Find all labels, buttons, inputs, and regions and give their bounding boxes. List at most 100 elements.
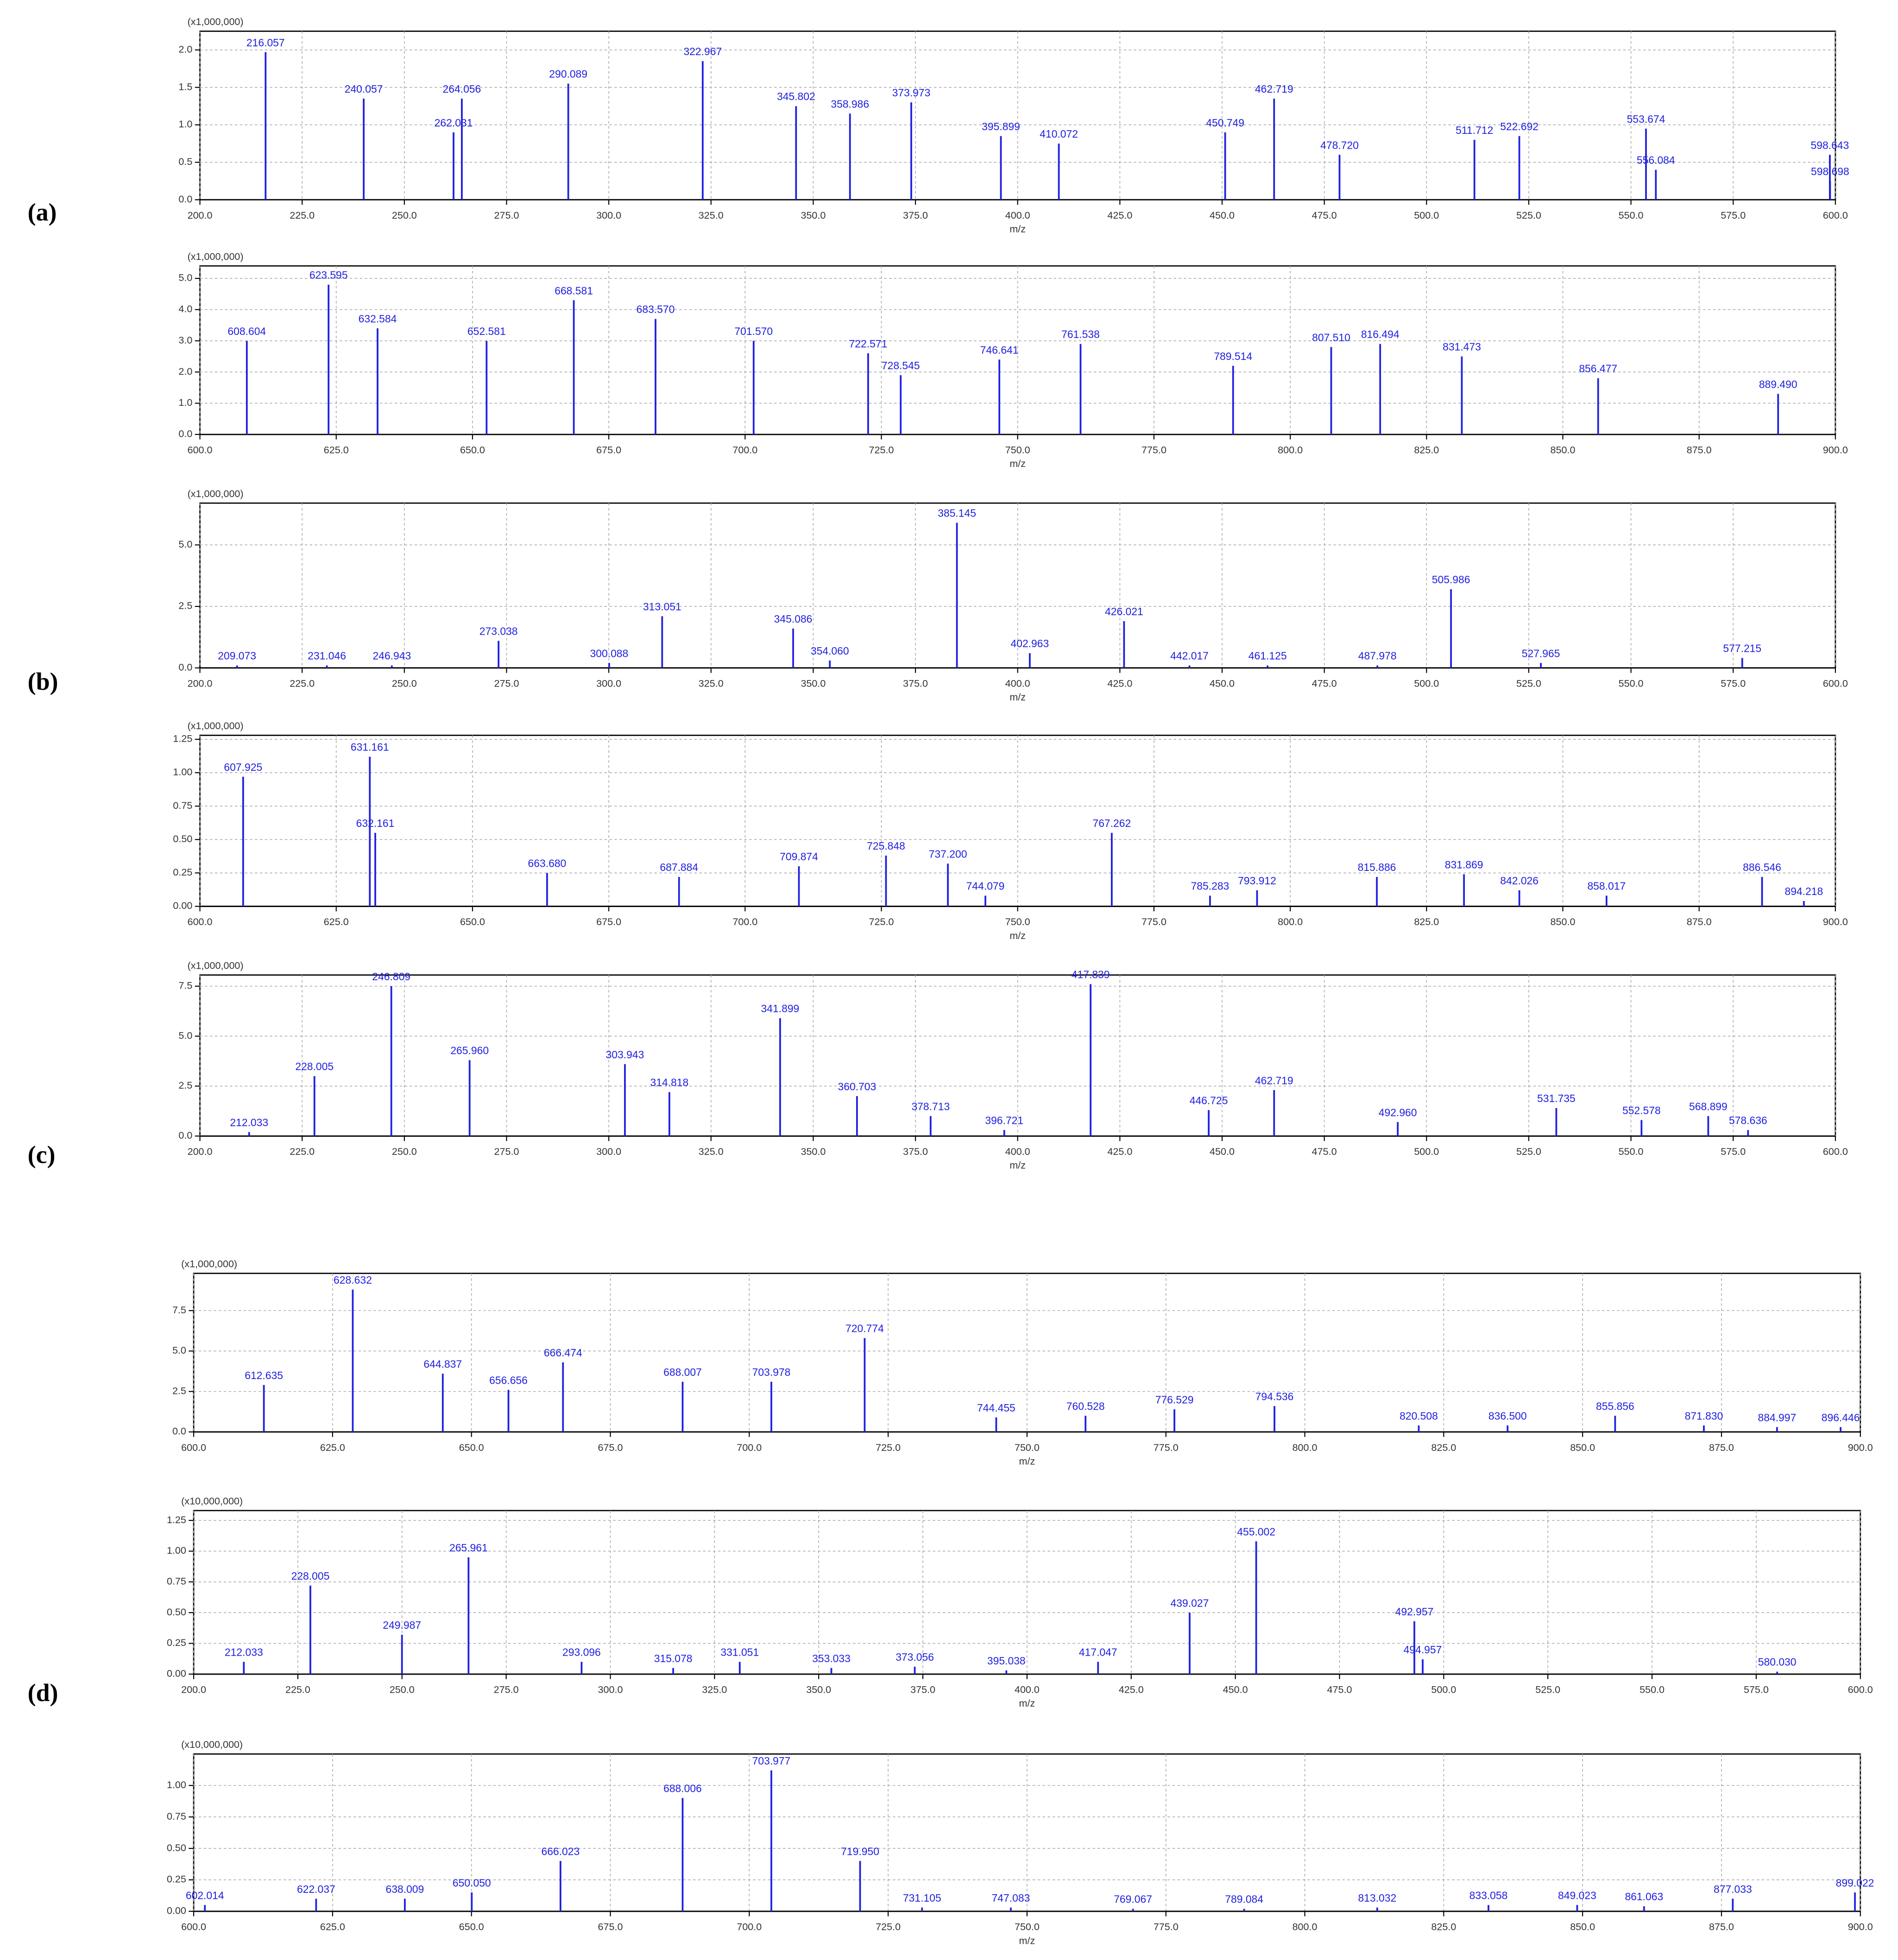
x-tick-label: 900.0 [1848, 1442, 1873, 1453]
peak-label: 737.200 [929, 848, 967, 860]
x-tick-label: 500.0 [1414, 209, 1439, 221]
peak-label: 240.057 [345, 83, 383, 95]
x-tick-label: 775.0 [1154, 1921, 1179, 1933]
x-tick-label: 575.0 [1721, 1146, 1746, 1157]
y-multiplier: (x1,000,000) [181, 1258, 237, 1270]
peak-label: 313.051 [643, 600, 681, 612]
peak-label: 709.874 [780, 851, 818, 863]
peak-label: 417.839 [1072, 969, 1110, 981]
peak-label: 831.473 [1443, 341, 1481, 353]
peak-label: 820.508 [1400, 1410, 1438, 1422]
peak-label: 568.899 [1689, 1100, 1728, 1112]
peak-label: 769.067 [1114, 1893, 1152, 1905]
peak-label: 322.967 [683, 45, 722, 57]
x-axis-label: m/z [1009, 458, 1026, 469]
y-multiplier: (x1,000,000) [188, 251, 244, 262]
peak-label: 373.056 [895, 1651, 934, 1663]
peak-label: 666.474 [544, 1347, 582, 1359]
peak-label: 631.161 [351, 741, 389, 753]
x-tick-label: 850.0 [1570, 1921, 1595, 1933]
x-tick-label: 200.0 [188, 209, 213, 221]
y-tick-label: 0.0 [178, 193, 192, 205]
x-tick-label: 650.0 [459, 1921, 484, 1933]
y-multiplier: (x1,000,000) [188, 720, 244, 731]
peak-label: 395.899 [982, 120, 1020, 132]
peak-label: 789.514 [1214, 350, 1252, 362]
y-multiplier: (x1,000,000) [188, 960, 244, 971]
x-tick-label: 450.0 [1210, 677, 1235, 689]
x-tick-label: 600.0 [181, 1442, 206, 1453]
x-tick-label: 675.0 [596, 916, 621, 927]
peak-label: 652.581 [467, 325, 506, 337]
panel-label: (a) [28, 198, 57, 226]
peak-label: 426.021 [1105, 605, 1143, 618]
peak-label: 688.007 [663, 1366, 702, 1378]
x-tick-label: 250.0 [392, 677, 417, 689]
peak-label: 612.635 [245, 1369, 283, 1381]
x-tick-label: 750.0 [1005, 444, 1030, 456]
x-tick-label: 200.0 [188, 677, 213, 689]
x-tick-label: 675.0 [598, 1442, 623, 1453]
peak-label: 462.719 [1255, 1074, 1293, 1086]
y-tick-label: 0.00 [167, 1668, 186, 1679]
x-tick-label: 600.0 [188, 916, 213, 927]
peak-label: 856.477 [1579, 363, 1617, 375]
peak-label: 455.002 [1237, 1525, 1275, 1538]
peak-label: 315.078 [654, 1652, 693, 1664]
peak-label: 793.912 [1238, 875, 1276, 887]
x-tick-label: 800.0 [1293, 1442, 1318, 1453]
peak-label: 668.581 [555, 284, 593, 296]
x-tick-label: 875.0 [1709, 1442, 1734, 1453]
peak-label: 886.546 [1743, 861, 1781, 873]
x-tick-label: 475.0 [1312, 677, 1337, 689]
x-tick-label: 500.0 [1431, 1684, 1456, 1695]
x-tick-label: 350.0 [801, 209, 826, 221]
x-tick-label: 525.0 [1516, 1146, 1541, 1157]
y-tick-label: 5.0 [178, 538, 192, 550]
peak-label: 246.809 [372, 971, 410, 983]
x-tick-label: 600.0 [1823, 1146, 1848, 1157]
x-tick-label: 225.0 [290, 209, 315, 221]
peak-label: 345.802 [777, 90, 815, 102]
x-tick-label: 275.0 [494, 677, 519, 689]
x-tick-label: 575.0 [1721, 209, 1746, 221]
x-tick-label: 900.0 [1848, 1921, 1873, 1933]
x-tick-label: 400.0 [1005, 677, 1030, 689]
peak-label: 262.031 [435, 117, 473, 129]
x-tick-label: 275.0 [494, 209, 519, 221]
x-tick-label: 200.0 [188, 1146, 213, 1157]
peak-label: 385.145 [938, 507, 976, 519]
peak-label: 896.446 [1822, 1412, 1860, 1424]
x-tick-label: 400.0 [1005, 209, 1030, 221]
y-tick-label: 2.0 [178, 43, 192, 55]
peak-label: 314.818 [650, 1077, 689, 1089]
x-tick-label: 625.0 [324, 916, 349, 927]
peak-label: 842.026 [1500, 875, 1539, 887]
peak-label: 492.960 [1379, 1106, 1417, 1118]
x-tick-label: 700.0 [732, 444, 757, 456]
x-tick-label: 625.0 [320, 1442, 345, 1453]
x-tick-label: 225.0 [285, 1684, 310, 1695]
x-tick-label: 700.0 [737, 1921, 762, 1933]
x-tick-label: 850.0 [1551, 916, 1576, 927]
x-tick-label: 275.0 [494, 1146, 519, 1157]
x-tick-label: 425.0 [1119, 1684, 1144, 1695]
peak-label: 228.005 [295, 1060, 334, 1072]
peak-label: 442.017 [1170, 650, 1209, 662]
peak-label: 628.632 [334, 1274, 372, 1286]
peak-label: 720.774 [845, 1323, 884, 1335]
y-tick-label: 1.00 [173, 766, 192, 778]
peak-label: 231.046 [308, 650, 346, 662]
peak-label: 598.698 [1811, 165, 1849, 177]
peak-label: 785.283 [1191, 880, 1230, 892]
y-tick-label: 5.0 [178, 1029, 192, 1041]
peak-label: 578.636 [1729, 1115, 1767, 1127]
peak-label: 331.051 [720, 1646, 759, 1658]
x-tick-label: 250.0 [392, 1146, 417, 1157]
x-tick-label: 800.0 [1278, 444, 1303, 456]
x-tick-label: 600.0 [188, 444, 213, 456]
y-tick-label: 7.5 [178, 980, 192, 991]
peak-label: 760.528 [1066, 1400, 1105, 1412]
peak-label: 789.084 [1225, 1893, 1263, 1905]
y-tick-label: 2.5 [178, 1079, 192, 1091]
